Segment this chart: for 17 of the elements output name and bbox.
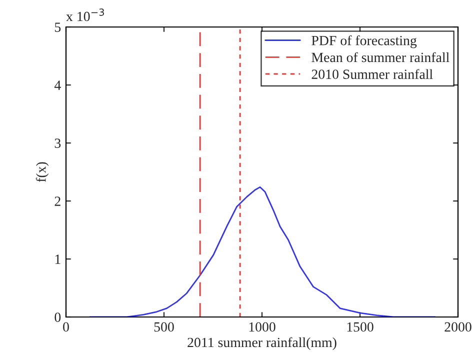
y-tick-label: 4 — [54, 80, 61, 90]
y-tick-label: 3 — [54, 138, 61, 148]
legend-label: PDF of forecasting — [312, 35, 417, 48]
y-tick-label: 2 — [54, 196, 60, 206]
x-tick-label: 1500 — [347, 322, 374, 332]
y-tick-label: 1 — [55, 254, 60, 264]
x-tick-label: 500 — [154, 322, 174, 332]
legend-label: Mean of summer rainfall — [312, 52, 450, 62]
x-tick-label: 2000 — [444, 322, 472, 332]
x-axis-title: 2011 summer rainfall(mm) — [188, 337, 336, 350]
x-tick-label: 1000 — [249, 322, 276, 332]
legend-label: 2010 Summer rainfall — [312, 69, 433, 79]
y-tick-label: 0 — [54, 312, 61, 322]
y-tick-label: 5 — [55, 22, 61, 32]
x-tick-label: 0 — [63, 322, 69, 332]
text: x 10$^{−3}$ — [66, 8, 104, 22]
y-axis-title: f(x) — [36, 162, 49, 182]
